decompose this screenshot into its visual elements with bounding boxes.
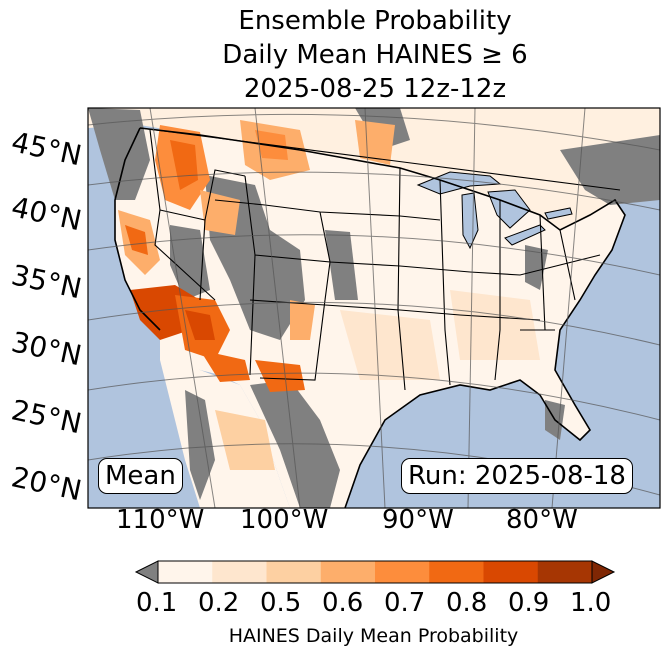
colorbar-segment [537, 561, 593, 583]
lon-label-110: 110°W [116, 505, 205, 535]
lake-ontario [544, 207, 573, 220]
lon-label-100: 100°W [240, 505, 329, 535]
colorbar-tick-label: 0.5 [260, 588, 302, 618]
colorbar-tick-label: 0.7 [384, 588, 426, 618]
colorbar-tick-label: 0.1 [136, 588, 178, 618]
nodata-northeast [560, 135, 660, 205]
prob-nm [290, 300, 315, 340]
colorbar-label: HAINES Daily Mean Probability [228, 625, 519, 647]
colorbar-tick-label: 0.8 [446, 588, 488, 618]
stat-badge: Mean [98, 458, 183, 494]
colorbar-segment [429, 561, 484, 583]
run-badge: Run: 2025-08-18 [401, 458, 633, 494]
title-line-2: Daily Mean HAINES ≥ 6 [222, 40, 528, 70]
nodata-plains [325, 230, 358, 300]
lake-michigan [461, 192, 479, 250]
lon-label-90: 90°W [382, 505, 454, 535]
colorbar-segment [266, 561, 322, 583]
prob-mexico-light [215, 410, 275, 470]
colorbar-segment [483, 561, 539, 583]
lon-label-80: 80°W [506, 505, 578, 535]
title-line-1: Ensemble Probability [238, 6, 512, 36]
prob-westtx [255, 360, 305, 392]
title-line-3: 2025-08-25 12z-12z [243, 74, 507, 104]
us-outline [114, 127, 626, 508]
colorbar-over-arrow [591, 560, 616, 584]
prob-east-light [450, 290, 540, 360]
colorbar-segment [212, 561, 267, 583]
colorbar-segment [158, 561, 213, 583]
colorbar-tick-label: 0.6 [322, 588, 364, 618]
prob-pnw-core [170, 140, 198, 190]
prob-sonora [200, 350, 250, 382]
nodata-nevada [170, 225, 210, 300]
prob-az-core [185, 310, 215, 340]
colorbar-segment [320, 561, 376, 583]
nodata-canada-west [88, 108, 150, 200]
colorbar-under-arrow [134, 560, 159, 584]
colorbar-tick-label: 1.0 [570, 588, 612, 618]
prob-canada-mid [355, 120, 395, 165]
colorbar-tick-label: 0.2 [198, 588, 240, 618]
nodata-baja [185, 390, 215, 500]
prob-ca-core [125, 225, 148, 255]
state-borders [139, 127, 621, 391]
colorbar-segment [375, 561, 430, 583]
prob-plains-light [340, 310, 440, 380]
graticule [88, 108, 660, 508]
lake-erie [504, 224, 546, 246]
colorbar-tick-label: 0.9 [508, 588, 550, 618]
